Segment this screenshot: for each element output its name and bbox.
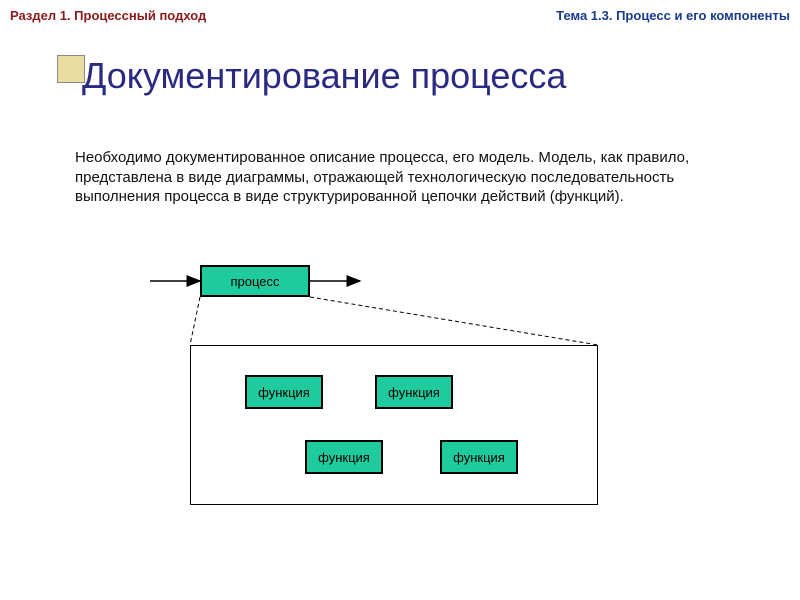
node-f2: функция (375, 375, 453, 409)
process-diagram: процесс функция функция функция функция (130, 265, 650, 525)
body-paragraph: Необходимо документированное описание пр… (75, 148, 725, 207)
node-process: процесс (200, 265, 310, 297)
node-f1: функция (245, 375, 323, 409)
decomposition-frame (190, 345, 598, 505)
node-f3: функция (305, 440, 383, 474)
section-header-right: Тема 1.3. Процесс и его компоненты (556, 8, 790, 23)
section-header-left: Раздел 1. Процессный подход (10, 8, 206, 23)
page-title: Документирование процесса (82, 55, 566, 96)
title-bullet-box (57, 55, 85, 83)
node-f4: функция (440, 440, 518, 474)
